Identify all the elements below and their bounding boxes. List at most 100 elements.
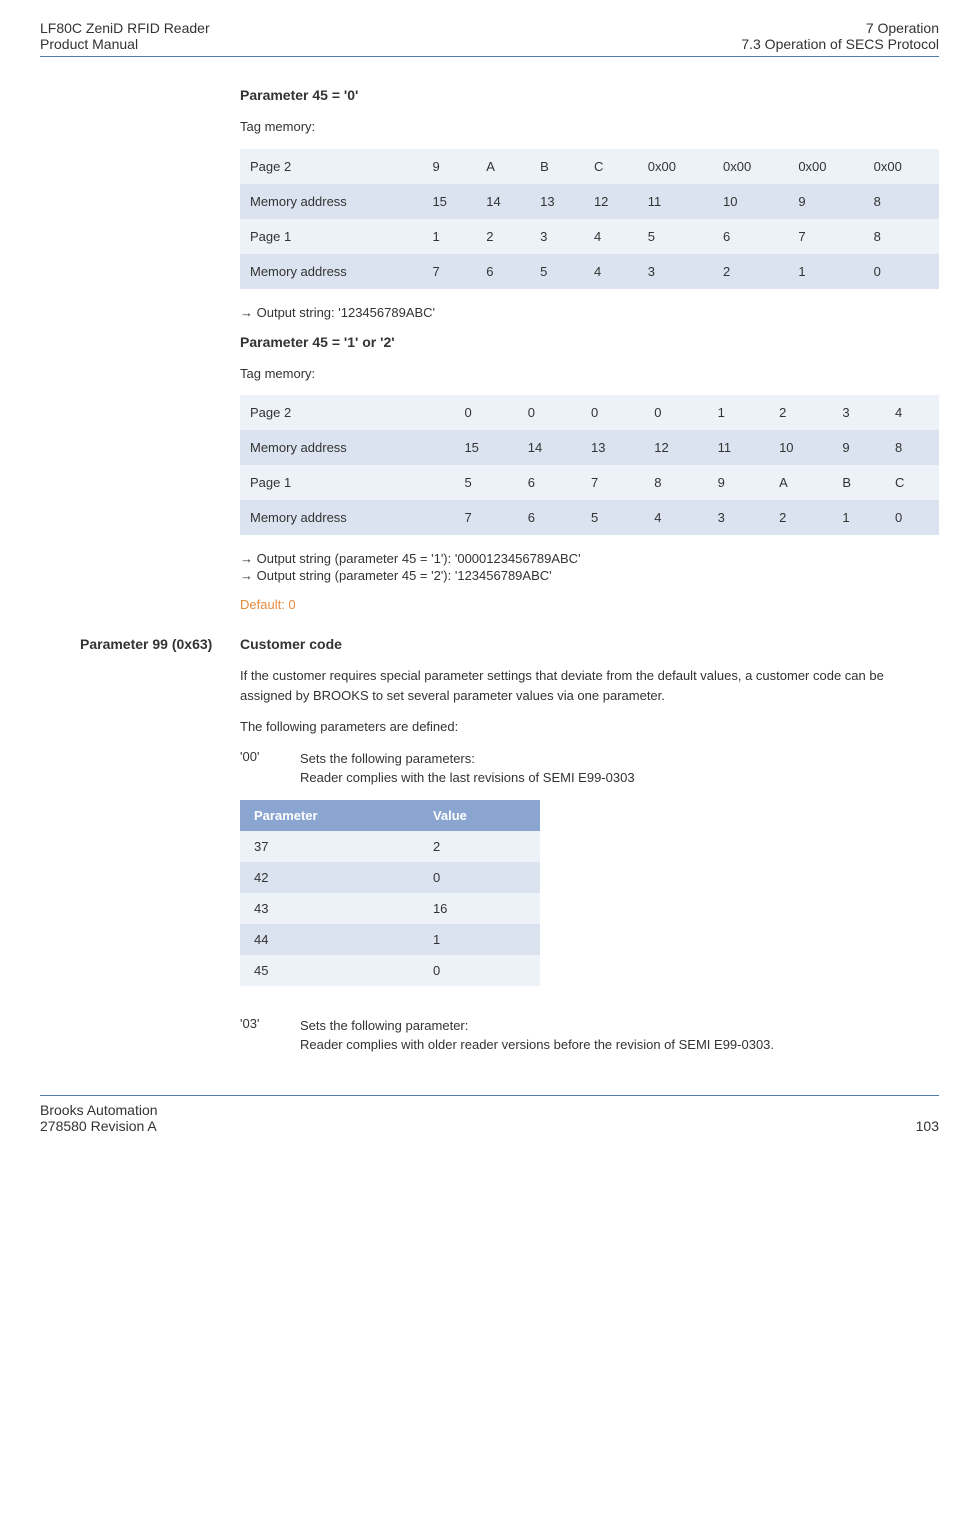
- def-03-term: '03': [240, 1016, 300, 1055]
- cell: 6: [518, 465, 581, 500]
- cell: 12: [644, 430, 707, 465]
- cell: 6: [713, 219, 788, 254]
- cell: 6: [476, 254, 530, 289]
- output-string-2a: → Output string (parameter 45 = '1'): '0…: [240, 551, 939, 566]
- cell: 45: [240, 955, 419, 986]
- cell: 37: [240, 831, 419, 862]
- cell: 4: [584, 219, 638, 254]
- cell: 8: [885, 430, 939, 465]
- page-header: LF80C ZeniD RFID Reader Product Manual 7…: [40, 20, 939, 57]
- table-row: Page 2 0 0 0 0 1 2 3 4: [240, 395, 939, 430]
- table-row: 44 1: [240, 924, 540, 955]
- cell: 4: [584, 254, 638, 289]
- tag-memory-label-2: Tag memory:: [240, 364, 939, 384]
- cell: 8: [644, 465, 707, 500]
- def-00-line2: Reader complies with the last revisions …: [300, 768, 939, 788]
- def-03-desc: Sets the following parameter: Reader com…: [300, 1016, 939, 1055]
- cell: 13: [530, 184, 584, 219]
- cell: 7: [454, 500, 517, 535]
- cell: 12: [584, 184, 638, 219]
- tag-memory-table-1: Page 2 9 A B C 0x00 0x00 0x00 0x00 Memor…: [240, 149, 939, 289]
- def-00-desc: Sets the following parameters: Reader co…: [300, 749, 939, 788]
- cell: 6: [518, 500, 581, 535]
- cell: 0: [419, 955, 540, 986]
- cell: 2: [713, 254, 788, 289]
- cell: 7: [581, 465, 644, 500]
- cell: 0: [644, 395, 707, 430]
- cell: Memory address: [240, 254, 422, 289]
- header-chapter: 7 Operation: [741, 20, 939, 36]
- cell: 3: [638, 254, 713, 289]
- def-00-term: '00': [240, 749, 300, 788]
- default-value: Default: 0: [240, 597, 939, 612]
- cell: C: [584, 149, 638, 184]
- cell: Memory address: [240, 184, 422, 219]
- cell: 0: [885, 500, 939, 535]
- cell: 0x00: [713, 149, 788, 184]
- cell: 10: [713, 184, 788, 219]
- header-manual: Product Manual: [40, 36, 210, 52]
- def-00: '00' Sets the following parameters: Read…: [240, 749, 939, 788]
- cell: A: [769, 465, 832, 500]
- cell: 9: [832, 430, 885, 465]
- cell: 2: [769, 395, 832, 430]
- cell: 2: [419, 831, 540, 862]
- cell: 2: [769, 500, 832, 535]
- cell: 1: [832, 500, 885, 535]
- def-00-line1: Sets the following parameters:: [300, 749, 939, 769]
- customer-code-heading: Customer code: [240, 636, 939, 652]
- cell: Page 1: [240, 465, 454, 500]
- cell: Page 2: [240, 395, 454, 430]
- cell: 7: [422, 254, 476, 289]
- cell: 15: [422, 184, 476, 219]
- cell: 16: [419, 893, 540, 924]
- cell: 43: [240, 893, 419, 924]
- cell: C: [885, 465, 939, 500]
- customer-code-desc2: The following parameters are defined:: [240, 717, 939, 737]
- def-03-line1: Sets the following parameter:: [300, 1016, 939, 1036]
- table-row: Page 1 1 2 3 4 5 6 7 8: [240, 219, 939, 254]
- cell: 10: [769, 430, 832, 465]
- cell: 3: [832, 395, 885, 430]
- tag-memory-table-2: Page 2 0 0 0 0 1 2 3 4 Memory address 15…: [240, 395, 939, 535]
- table-row: Memory address 15 14 13 12 11 10 9 8: [240, 184, 939, 219]
- cell: 0x00: [638, 149, 713, 184]
- table-row: 42 0: [240, 862, 540, 893]
- table-row: Page 1 5 6 7 8 9 A B C: [240, 465, 939, 500]
- cell: 1: [708, 395, 770, 430]
- header-right: 7 Operation 7.3 Operation of SECS Protoc…: [741, 20, 939, 52]
- cell: 1: [419, 924, 540, 955]
- cell: 44: [240, 924, 419, 955]
- param45-0-heading: Parameter 45 = '0': [240, 87, 939, 103]
- table-row: Page 2 9 A B C 0x00 0x00 0x00 0x00: [240, 149, 939, 184]
- output-string-1: → Output string: '123456789ABC': [240, 305, 939, 320]
- header-left: LF80C ZeniD RFID Reader Product Manual: [40, 20, 210, 52]
- cell: 14: [518, 430, 581, 465]
- cell: B: [832, 465, 885, 500]
- cell: B: [530, 149, 584, 184]
- cell: 14: [476, 184, 530, 219]
- cell: 3: [708, 500, 770, 535]
- table-row: 45 0: [240, 955, 540, 986]
- col-value: Value: [419, 800, 540, 831]
- cell: 0: [454, 395, 517, 430]
- cell: 5: [581, 500, 644, 535]
- table-row: Memory address 15 14 13 12 11 10 9 8: [240, 430, 939, 465]
- header-section: 7.3 Operation of SECS Protocol: [741, 36, 939, 52]
- cell: 8: [864, 219, 939, 254]
- cell: 4: [644, 500, 707, 535]
- cell: 15: [454, 430, 517, 465]
- cell: 1: [788, 254, 863, 289]
- param45-1-2-heading: Parameter 45 = '1' or '2': [240, 334, 939, 350]
- cell: 9: [788, 184, 863, 219]
- cell: Memory address: [240, 430, 454, 465]
- cell: 42: [240, 862, 419, 893]
- cell: 5: [638, 219, 713, 254]
- cell: 8: [864, 184, 939, 219]
- footer-left: Brooks Automation 278580 Revision A: [40, 1102, 158, 1134]
- cell: 3: [530, 219, 584, 254]
- cell: 5: [454, 465, 517, 500]
- cell: 11: [708, 430, 770, 465]
- cell: 2: [476, 219, 530, 254]
- cell: 5: [530, 254, 584, 289]
